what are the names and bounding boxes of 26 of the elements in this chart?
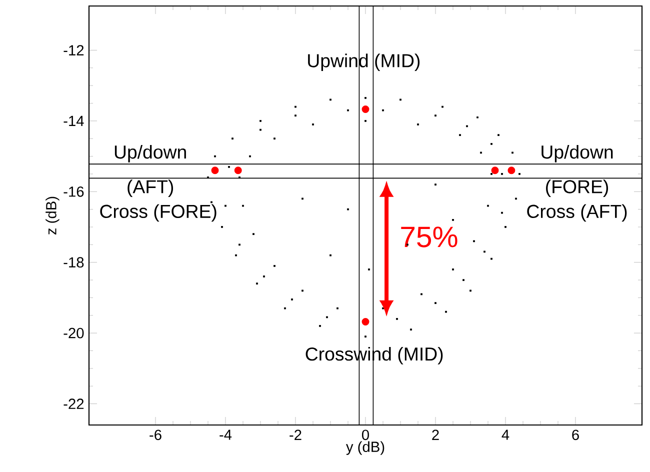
y-tick-label: -16 (64, 186, 84, 197)
y-tick-label: -20 (64, 328, 84, 338)
point (491, 166, 499, 174)
point (211, 166, 219, 174)
annotation: Up/down (AFT) (114, 144, 186, 198)
x-tick-label: 0 (362, 430, 369, 440)
annotation: 75% (401, 226, 458, 248)
point (362, 106, 370, 113)
x-tick-label: -4 (220, 430, 232, 440)
y-axis-title: z (dB) (46, 196, 60, 234)
annotation: Cross (FORE) (100, 204, 216, 222)
point (508, 166, 516, 174)
y-tick-label: -18 (64, 257, 84, 268)
x-axis-title: y (dB) (346, 441, 384, 455)
point (362, 318, 370, 326)
x-tick-label: -6 (150, 430, 162, 440)
x-tick-label: 2 (432, 430, 439, 440)
x-tick-label: -2 (290, 430, 302, 440)
annotation: Up/down (FORE) (542, 144, 613, 198)
x-tick-label: 6 (572, 430, 579, 440)
y-tick-label: -12 (64, 45, 84, 56)
annotation: Cross (AFT) (527, 204, 627, 222)
y-tick-label: -22 (64, 398, 84, 409)
point (234, 166, 242, 174)
y-tick-label: -14 (64, 116, 84, 126)
x-tick-label: 4 (502, 430, 510, 440)
